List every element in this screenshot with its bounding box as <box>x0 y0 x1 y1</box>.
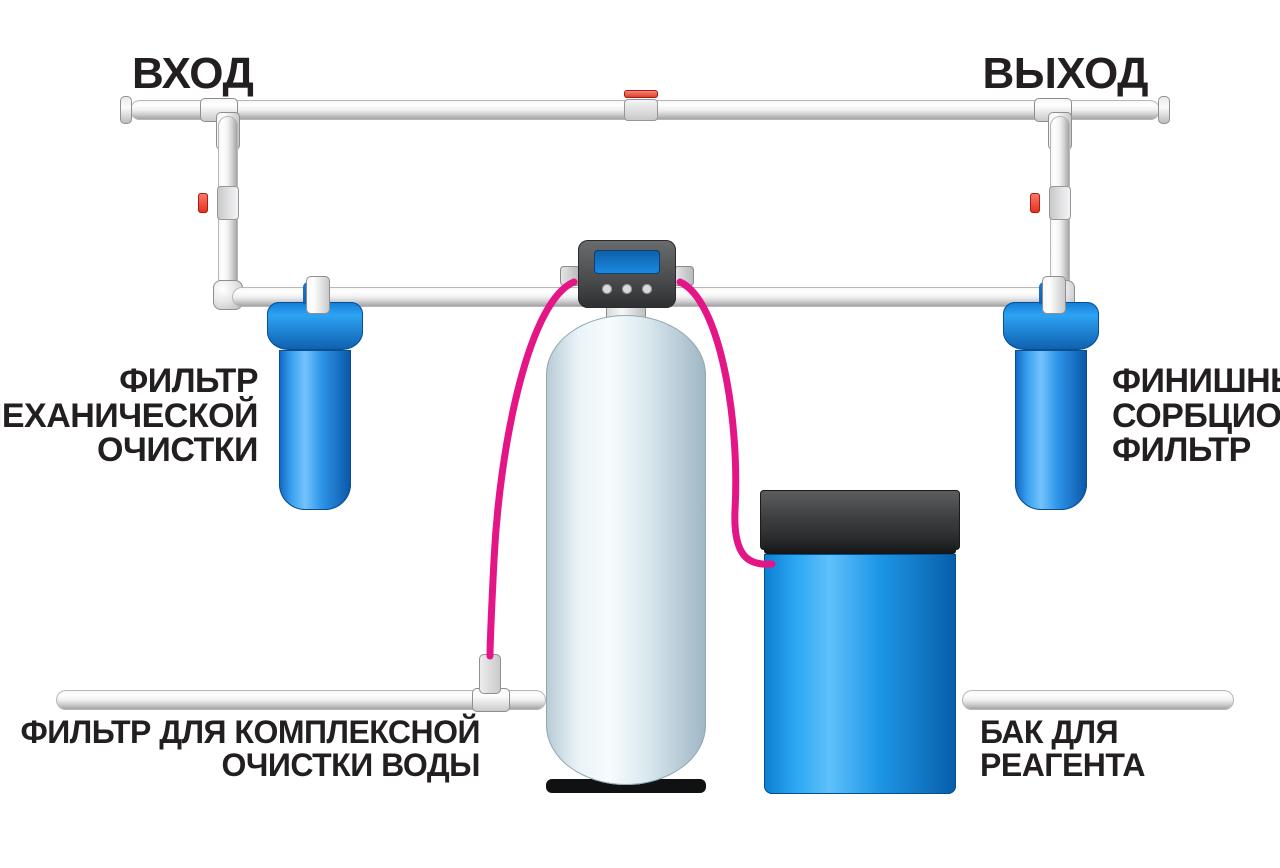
pipe-drain-right <box>962 690 1234 710</box>
label-reagent-tank: БАК ДЛЯ РЕАГЕНТА <box>980 716 1145 781</box>
controller-btn-1 <box>602 284 612 294</box>
sorption-filter <box>1006 302 1096 510</box>
controller-port-right <box>674 266 694 286</box>
tee-mid-left <box>306 276 330 314</box>
complex-filter-tank <box>546 315 706 793</box>
pipe-cap-right <box>1158 96 1170 124</box>
sorption-filter-body <box>1015 350 1087 510</box>
controller-btn-2 <box>622 284 632 294</box>
valve-top-handle <box>624 90 658 98</box>
drain-fitting <box>479 654 501 694</box>
valve-right-body <box>1049 186 1071 220</box>
mechanical-filter <box>270 302 360 510</box>
label-inlet: ВХОД <box>132 52 253 97</box>
diagram-stage: ВХОД ВЫХОД ФИЛЬТР МЕХАНИЧЕСКОЙ ОЧИСТКИ Ф… <box>0 0 1280 868</box>
controller-head <box>578 240 676 308</box>
reagent-tank <box>760 490 960 794</box>
mechanical-filter-body <box>279 350 351 510</box>
valve-left-body <box>217 186 239 220</box>
reagent-lid <box>760 490 960 550</box>
tank-body <box>546 315 706 785</box>
controller-port-left <box>560 266 580 286</box>
label-sorb-filter: ФИНИШНЫЙ СОРБЦИОННЫЙ ФИЛЬТР <box>1112 364 1280 468</box>
valve-top-body <box>624 99 658 121</box>
reagent-body <box>764 554 956 794</box>
tee-mid-right <box>1042 276 1066 314</box>
valve-left-handle <box>198 193 208 213</box>
valve-right-handle <box>1030 193 1040 213</box>
pipe-cap-left <box>120 96 132 124</box>
label-complex-filter: ФИЛЬТР ДЛЯ КОМПЛЕКСНОЙ ОЧИСТКИ ВОДЫ <box>20 716 480 781</box>
label-mech-filter: ФИЛЬТР МЕХАНИЧЕСКОЙ ОЧИСТКИ <box>0 364 258 468</box>
controller-screen <box>594 250 660 274</box>
controller-btn-3 <box>642 284 652 294</box>
label-outlet: ВЫХОД <box>982 52 1148 97</box>
